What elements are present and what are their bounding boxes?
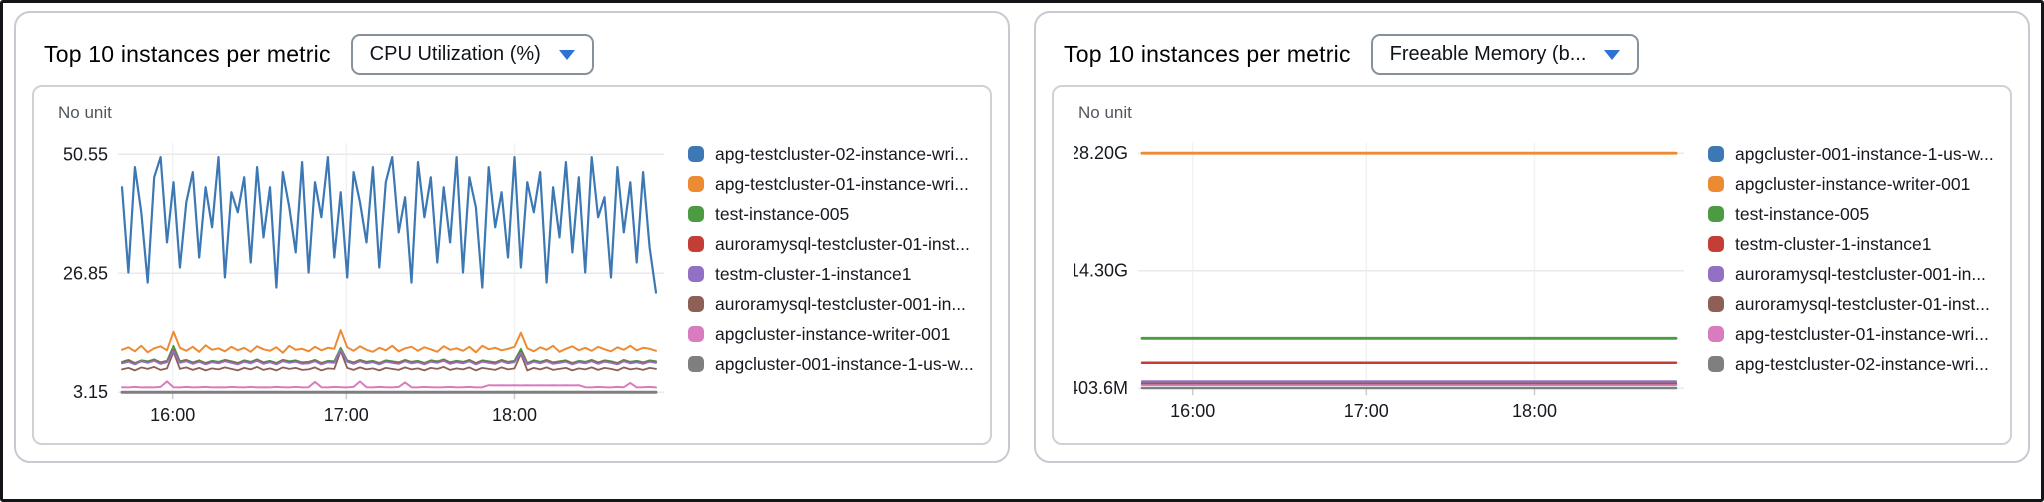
chart-legend: apg-testcluster-02-instance-wri... apg-te… <box>688 139 990 379</box>
legend-label: apgcluster-instance-writer-001 <box>1735 173 1971 194</box>
panel-title: Top 10 instances per metric <box>1064 40 1351 67</box>
legend-label: apgcluster-instance-writer-001 <box>715 323 951 344</box>
legend-label: apg-testcluster-01-instance-wri... <box>715 173 969 194</box>
legend-swatch <box>688 176 704 192</box>
legend-label: apg-testcluster-01-instance-wri... <box>1735 323 1989 344</box>
legend-swatch <box>1708 326 1724 342</box>
legend-label: testm-cluster-1-instance1 <box>715 263 912 284</box>
chart-legend: apgcluster-001-instance-1-us-w... apgclus… <box>1708 139 2010 379</box>
x-tick-label: 18:00 <box>1512 401 1557 421</box>
chart-row: 16:00 17:00 18:00 50.55 26.85 3.15 apg-testcl… <box>54 123 990 443</box>
legend-label: testm-cluster-1-instance1 <box>1735 233 1932 254</box>
legend-item[interactable]: testm-cluster-1-instance1 <box>1708 229 2010 259</box>
legend-item[interactable]: apgcluster-001-instance-1-us-w... <box>1708 139 2010 169</box>
legend-swatch <box>688 206 704 222</box>
series-line <box>121 329 657 354</box>
series-line <box>121 380 657 389</box>
legend-swatch <box>688 146 704 162</box>
freeable-memory-chart[interactable]: 16:00 17:00 18:00 28.20G 14.30G 403.6M <box>1074 123 1694 443</box>
legend-item[interactable]: auroramysql-testcluster-001-in... <box>688 289 990 319</box>
legend-item[interactable]: apgcluster-instance-writer-001 <box>1708 169 2010 199</box>
x-tick-label: 16:00 <box>150 405 195 425</box>
legend-swatch <box>1708 236 1724 252</box>
legend-swatch <box>688 326 704 342</box>
legend-item[interactable]: auroramysql-testcluster-01-inst... <box>1708 289 2010 319</box>
chart-panel: No unit 16:00 17:00 18:00 50.55 26.85 3.15 ap… <box>32 85 992 445</box>
legend-swatch <box>688 296 704 312</box>
line-chart-svg: 16:00 17:00 18:00 50.55 26.85 3.15 <box>63 143 664 425</box>
unit-label: No unit <box>58 103 112 122</box>
chart-panel: No unit 16:00 17:00 18:00 28.20G 14.30G 403.6… <box>1052 85 2012 445</box>
legend-label: apgcluster-001-instance-1-us-w... <box>1735 143 1994 164</box>
legend-swatch <box>1708 266 1724 282</box>
unit-label: No unit <box>1078 103 1132 122</box>
legend-item[interactable]: apg-testcluster-02-instance-wri... <box>1708 349 2010 379</box>
legend-item[interactable]: apg-testcluster-01-instance-wri... <box>1708 319 2010 349</box>
legend-swatch <box>1708 206 1724 222</box>
metric-dropdown-label: Freeable Memory (b... <box>1389 42 1587 65</box>
legend-swatch <box>1708 296 1724 312</box>
panel-title: Top 10 instances per metric <box>44 40 331 67</box>
legend-item[interactable]: auroramysql-testcluster-001-in... <box>1708 259 2010 289</box>
legend-label: auroramysql-testcluster-01-inst... <box>715 233 970 254</box>
x-tick-label: 17:00 <box>1344 401 1389 421</box>
metric-panel-memory: Top 10 instances per metric Freeable Mem… <box>1034 11 2030 463</box>
legend-item[interactable]: apg-testcluster-01-instance-wri... <box>688 169 990 199</box>
panel-header: Top 10 instances per metric CPU Utilizat… <box>44 33 992 75</box>
y-tick-label: 3.15 <box>73 382 108 402</box>
legend-label: test-instance-005 <box>1735 203 1870 224</box>
cpu-utilization-chart[interactable]: 16:00 17:00 18:00 50.55 26.85 3.15 <box>54 123 674 443</box>
metric-dropdown-cpu[interactable]: CPU Utilization (%) <box>350 33 594 75</box>
y-tick-label: 28.20G <box>1074 143 1128 163</box>
legend-label: auroramysql-testcluster-01-inst... <box>1735 293 1990 314</box>
line-chart-svg: 16:00 17:00 18:00 28.20G 14.30G 403.6M <box>1074 143 1684 421</box>
legend-item[interactable]: testm-cluster-1-instance1 <box>688 259 990 289</box>
x-tick-label: 16:00 <box>1170 401 1215 421</box>
legend-item[interactable]: auroramysql-testcluster-01-inst... <box>688 229 990 259</box>
series-line <box>121 348 657 366</box>
chevron-down-icon <box>558 50 575 60</box>
y-tick-label: 14.30G <box>1074 261 1128 281</box>
legend-label: test-instance-005 <box>715 203 850 224</box>
legend-swatch <box>1708 176 1724 192</box>
x-tick-label: 18:00 <box>492 405 537 425</box>
legend-label: auroramysql-testcluster-001-in... <box>715 293 966 314</box>
legend-label: auroramysql-testcluster-001-in... <box>1735 263 1986 284</box>
y-tick-label: 50.55 <box>63 144 108 164</box>
legend-swatch <box>1708 146 1724 162</box>
metric-dropdown-label: CPU Utilization (%) <box>369 42 541 65</box>
panel-header: Top 10 instances per metric Freeable Mem… <box>1064 33 2012 75</box>
legend-label: apgcluster-001-instance-1-us-w... <box>715 353 974 374</box>
chevron-down-icon <box>1604 50 1621 60</box>
legend-item[interactable]: test-instance-005 <box>1708 199 2010 229</box>
legend-item[interactable]: apg-testcluster-02-instance-wri... <box>688 139 990 169</box>
y-tick-label: 403.6M <box>1074 378 1128 398</box>
series-line <box>120 155 658 294</box>
chart-row: 16:00 17:00 18:00 28.20G 14.30G 403.6M apgclu… <box>1074 123 2010 443</box>
legend-swatch <box>688 266 704 282</box>
metric-panel-cpu: Top 10 instances per metric CPU Utilizat… <box>14 11 1010 463</box>
legend-label: apg-testcluster-02-instance-wri... <box>1735 353 1989 374</box>
legend-item[interactable]: test-instance-005 <box>688 199 990 229</box>
series-line <box>121 344 657 364</box>
legend-swatch <box>688 356 704 372</box>
legend-swatch <box>1708 356 1724 372</box>
legend-label: apg-testcluster-02-instance-wri... <box>715 143 969 164</box>
legend-swatch <box>688 236 704 252</box>
y-tick-label: 26.85 <box>63 263 108 283</box>
series-line <box>121 349 657 372</box>
legend-item[interactable]: apgcluster-001-instance-1-us-w... <box>688 349 990 379</box>
metric-dropdown-memory[interactable]: Freeable Memory (b... <box>1370 33 1640 75</box>
x-tick-label: 17:00 <box>324 405 369 425</box>
legend-item[interactable]: apgcluster-instance-writer-001 <box>688 319 990 349</box>
